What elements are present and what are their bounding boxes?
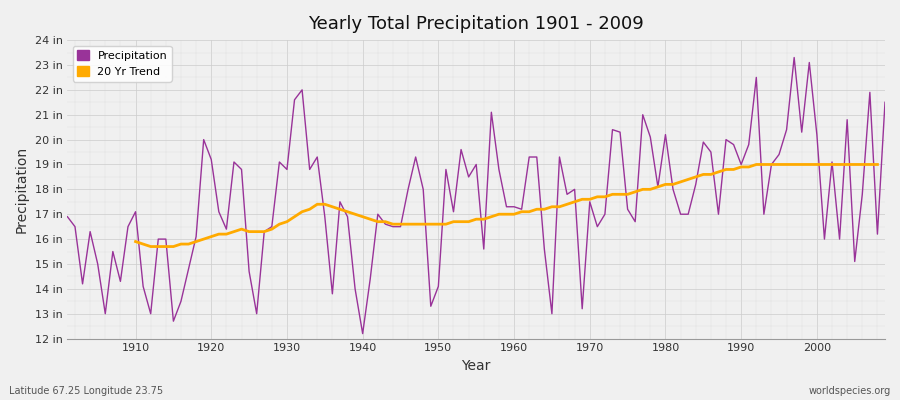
Precipitation: [62, 214, 73, 219]
Precipitation: [517, 207, 527, 212]
Text: Latitude 67.25 Longitude 23.75: Latitude 67.25 Longitude 23.75: [9, 386, 163, 396]
Legend: Precipitation, 20 Yr Trend: Precipitation, 20 Yr Trend: [73, 46, 172, 82]
20 Yr Trend: [751, 162, 761, 167]
Title: Yearly Total Precipitation 1901 - 2009: Yearly Total Precipitation 1901 - 2009: [309, 15, 644, 33]
Y-axis label: Precipitation: Precipitation: [15, 146, 29, 233]
Precipitation: [357, 331, 368, 336]
20 Yr Trend: [508, 212, 519, 217]
20 Yr Trend: [531, 207, 542, 212]
Line: Precipitation: Precipitation: [68, 58, 885, 334]
Precipitation: [608, 127, 618, 132]
Precipitation: [508, 204, 519, 209]
Precipitation: [289, 98, 300, 102]
20 Yr Trend: [335, 207, 346, 212]
20 Yr Trend: [145, 244, 156, 249]
Precipitation: [335, 199, 346, 204]
20 Yr Trend: [130, 239, 141, 244]
20 Yr Trend: [364, 217, 375, 222]
Precipitation: [122, 224, 133, 229]
20 Yr Trend: [721, 167, 732, 172]
Precipitation: [879, 100, 890, 105]
Line: 20 Yr Trend: 20 Yr Trend: [136, 164, 877, 246]
Text: worldspecies.org: worldspecies.org: [809, 386, 891, 396]
20 Yr Trend: [872, 162, 883, 167]
Precipitation: [788, 55, 799, 60]
20 Yr Trend: [311, 202, 322, 207]
X-axis label: Year: Year: [462, 359, 490, 373]
